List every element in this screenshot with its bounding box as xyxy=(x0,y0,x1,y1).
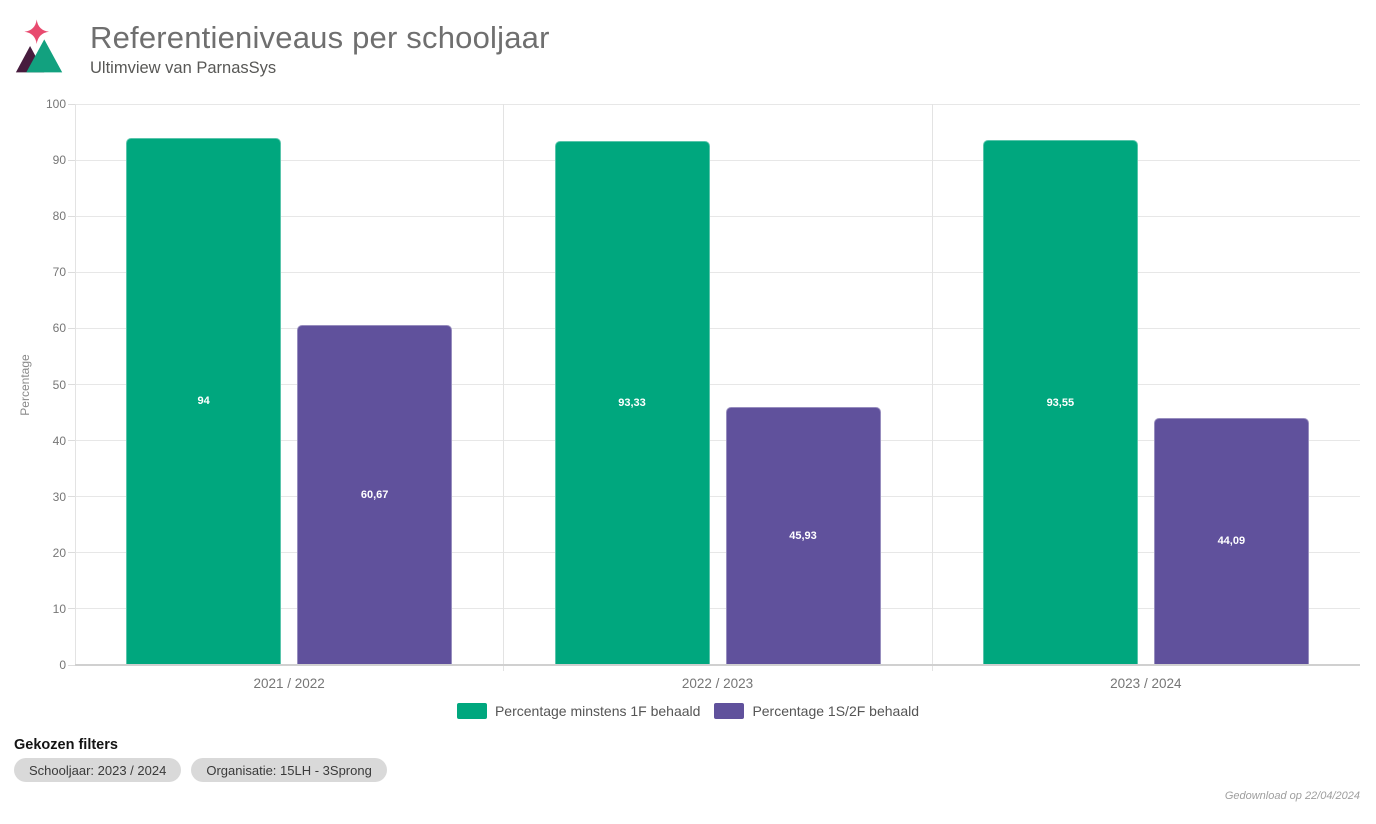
gridline-90 xyxy=(75,159,1360,161)
y-tick-mark xyxy=(68,440,75,442)
gridline-80 xyxy=(75,215,1360,217)
chart-legend: Percentage minstens 1F behaald Percentage… xyxy=(0,703,1376,719)
x-axis-label-2023-2024: 2023 / 2024 xyxy=(1110,676,1182,691)
logo-sparkle-icon xyxy=(24,19,49,45)
gridline-30 xyxy=(75,496,1360,498)
legend-item-series1[interactable]: Percentage minstens 1F behaald xyxy=(456,703,701,719)
report-header: Referentieniveaus per schooljaar Ultimvi… xyxy=(14,8,550,82)
bar-value-label: 45,93 xyxy=(789,530,817,543)
x-axis-label-2022-2023: 2022 / 2023 xyxy=(681,676,754,691)
gridline-60 xyxy=(75,327,1360,329)
y-tick-label: 10 xyxy=(52,601,66,616)
legend-label-series2: Percentage 1S/2F behaald xyxy=(752,703,920,719)
filter-chips: Schooljaar: 2023 / 2024 Organisatie: 15LH… xyxy=(14,758,387,782)
category-separator xyxy=(503,104,505,671)
y-tick-mark xyxy=(68,608,75,610)
legend-swatch-series2 xyxy=(714,703,745,719)
category-separator xyxy=(931,104,933,671)
y-tick-label: 90 xyxy=(52,153,66,168)
gridline-20 xyxy=(75,552,1360,554)
y-tick-mark xyxy=(68,103,75,105)
y-tick-label: 20 xyxy=(52,545,66,560)
y-tick-label: 100 xyxy=(45,97,66,111)
bar-series2-2022-2023[interactable] xyxy=(725,407,881,665)
y-tick-label: 80 xyxy=(52,209,66,224)
bar-series2-2023-2024[interactable] xyxy=(1153,417,1309,665)
bar-series1-2022-2023[interactable] xyxy=(554,141,710,665)
logo-right-triangle xyxy=(26,39,63,73)
gridline-10 xyxy=(75,608,1360,610)
gridline-100 xyxy=(75,103,1360,105)
legend-label-series1: Percentage minstens 1F behaald xyxy=(494,703,701,719)
bar-value-label: 94 xyxy=(197,395,210,408)
y-tick-mark xyxy=(68,271,75,273)
gridline-50 xyxy=(75,384,1360,385)
bar-value-label: 93,33 xyxy=(618,397,646,410)
y-tick-label: 70 xyxy=(52,265,66,280)
y-tick-mark xyxy=(68,552,75,554)
legend-swatch-series1 xyxy=(456,703,487,719)
bar-series1-2021-2022[interactable] xyxy=(126,137,282,665)
page-subtitle: Ultimview van ParnasSys xyxy=(90,58,277,77)
downloaded-on-note: Gedownload op 22/04/2024 xyxy=(1224,790,1360,802)
filter-chip-organisatie[interactable]: Organisatie: 15LH - 3Sprong xyxy=(191,758,387,782)
y-axis-line xyxy=(75,104,76,665)
y-tick-mark xyxy=(68,215,75,217)
ultimview-logo-icon xyxy=(15,19,63,73)
y-tick-mark xyxy=(68,496,75,498)
bar-value-label: 44,09 xyxy=(1217,535,1246,548)
chosen-filters-title: Gekozen filters xyxy=(14,737,118,753)
header-titles: Referentieniveaus per schooljaar Ultimvi… xyxy=(90,8,550,78)
bar-value-label: 93,55 xyxy=(1046,396,1075,409)
page-title: Referentieniveaus per schooljaar xyxy=(90,20,550,55)
y-tick-label: 50 xyxy=(52,377,66,392)
x-axis-label-2021-2022: 2021 / 2022 xyxy=(253,676,325,691)
y-tick-label: 40 xyxy=(52,433,66,448)
gridline-40 xyxy=(75,440,1360,442)
filter-chip-schooljaar[interactable]: Schooljaar: 2023 / 2024 xyxy=(14,758,182,782)
y-tick-label: 30 xyxy=(52,489,66,504)
y-axis-title: Percentage xyxy=(18,353,32,416)
y-tick-label: 0 xyxy=(59,658,66,672)
y-tick-label: 60 xyxy=(52,321,66,336)
y-tick-mark xyxy=(68,664,75,666)
y-tick-mark xyxy=(68,384,75,385)
legend-item-series2[interactable]: Percentage 1S/2F behaald xyxy=(714,703,919,719)
x-axis-line xyxy=(75,664,1360,666)
gridline-70 xyxy=(75,271,1360,273)
y-tick-mark xyxy=(68,327,75,329)
bar-value-label: 60,67 xyxy=(360,488,389,501)
bar-series1-2023-2024[interactable] xyxy=(982,140,1138,665)
bar-series2-2021-2022[interactable] xyxy=(297,324,453,665)
y-tick-mark xyxy=(68,159,75,161)
